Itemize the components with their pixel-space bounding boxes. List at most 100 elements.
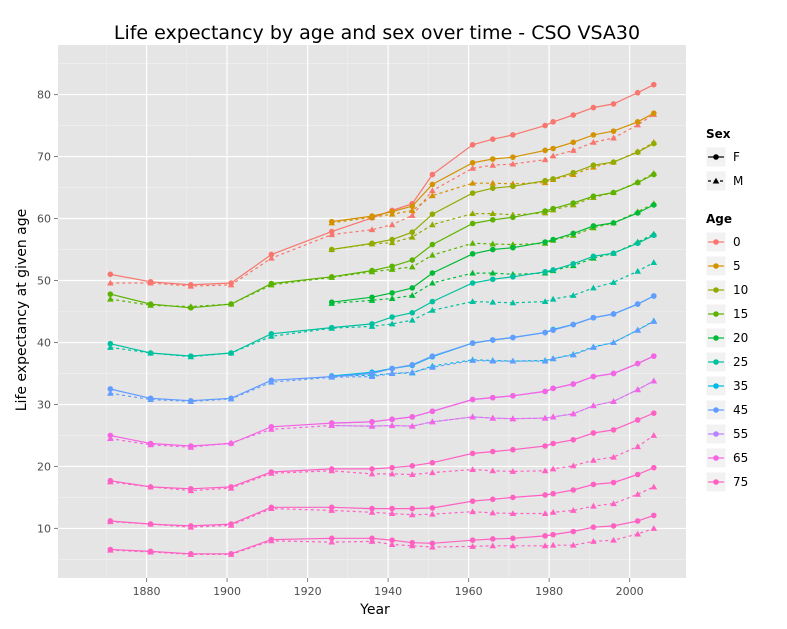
data-point [650,110,657,116]
data-point [187,487,195,494]
data-point [429,543,436,550]
data-point [610,523,617,529]
data-point [268,537,275,544]
data-point [569,147,577,153]
data-point [634,530,641,537]
data-point [227,484,235,491]
data-point [469,413,476,420]
data-point [541,357,549,364]
data-point [469,543,476,549]
data-point [610,370,617,377]
y-tick-label: 50 [37,275,51,288]
data-point [542,443,548,449]
series-line [110,84,655,286]
data-point [489,536,496,542]
data-point [268,469,275,476]
series-line [110,320,655,403]
data-point [368,509,376,515]
data-point [650,483,658,490]
data-point [610,453,617,460]
data-point [469,240,476,246]
data-point [570,230,577,237]
data-point [550,440,556,447]
data-point [590,104,597,111]
data-point [368,323,376,329]
data-point [469,508,476,515]
data-point [650,140,657,147]
legend-age-75: 75 [705,471,748,493]
legend-label: 15 [733,307,748,321]
data-point [569,541,577,548]
y-tick-label: 70 [37,151,51,164]
legend-label: 45 [733,403,748,417]
legend-age-15: 15 [705,303,748,325]
data-point [388,320,396,327]
data-point [147,483,154,490]
data-point [510,244,516,251]
legend-age-20: 20 [705,327,748,349]
y-axis-title: Life expectancy at given age [14,209,30,412]
data-point [227,395,235,402]
data-point [328,300,336,306]
data-point [408,316,416,323]
data-point [549,355,557,362]
data-point [268,254,275,261]
data-point [550,176,556,182]
data-point [650,202,657,208]
data-point [570,487,577,493]
data-point [429,459,436,466]
legend-marker [713,263,719,269]
data-point [549,413,557,420]
data-point [469,298,476,305]
data-point [610,479,617,486]
x-axis-title: Year [359,602,390,618]
data-point [542,269,548,275]
data-point [510,535,516,542]
data-point [590,162,597,169]
data-point [590,284,597,291]
data-point [388,295,396,301]
data-point [510,183,516,190]
data-point [469,450,476,457]
data-point [388,210,396,217]
data-point [429,211,436,217]
data-point [328,324,336,331]
data-point [489,246,496,253]
y-tick-label: 20 [37,460,51,473]
data-point [429,221,436,228]
series-age-0-F [107,81,657,288]
data-point [429,181,436,188]
data-point [542,388,548,395]
data-point [489,496,496,503]
data-point [634,119,641,125]
data-point [549,295,557,302]
data-point [489,394,496,401]
legend-marker [713,154,719,160]
data-point [489,298,497,305]
data-point [469,210,476,217]
data-point [550,236,556,243]
data-point [409,285,416,291]
data-point [650,525,658,531]
x-tick-label: 1980 [535,585,563,598]
data-point [634,360,641,367]
data-point [409,229,416,235]
data-point [590,402,597,409]
data-point [469,179,476,186]
legend-sex-M: M [705,170,743,192]
data-point [610,339,617,345]
data-point [328,373,336,380]
series-age-0-M [107,111,658,289]
data-point [147,441,154,448]
data-point [469,537,476,543]
data-point [389,505,395,512]
data-point [369,505,375,512]
data-point [469,498,476,504]
legend-marker [713,311,719,317]
legend-sex-title: Sex [706,127,731,141]
data-point [489,136,496,143]
legend-label: M [733,174,743,188]
series-age-65-M [107,377,658,450]
data-point [570,436,577,443]
